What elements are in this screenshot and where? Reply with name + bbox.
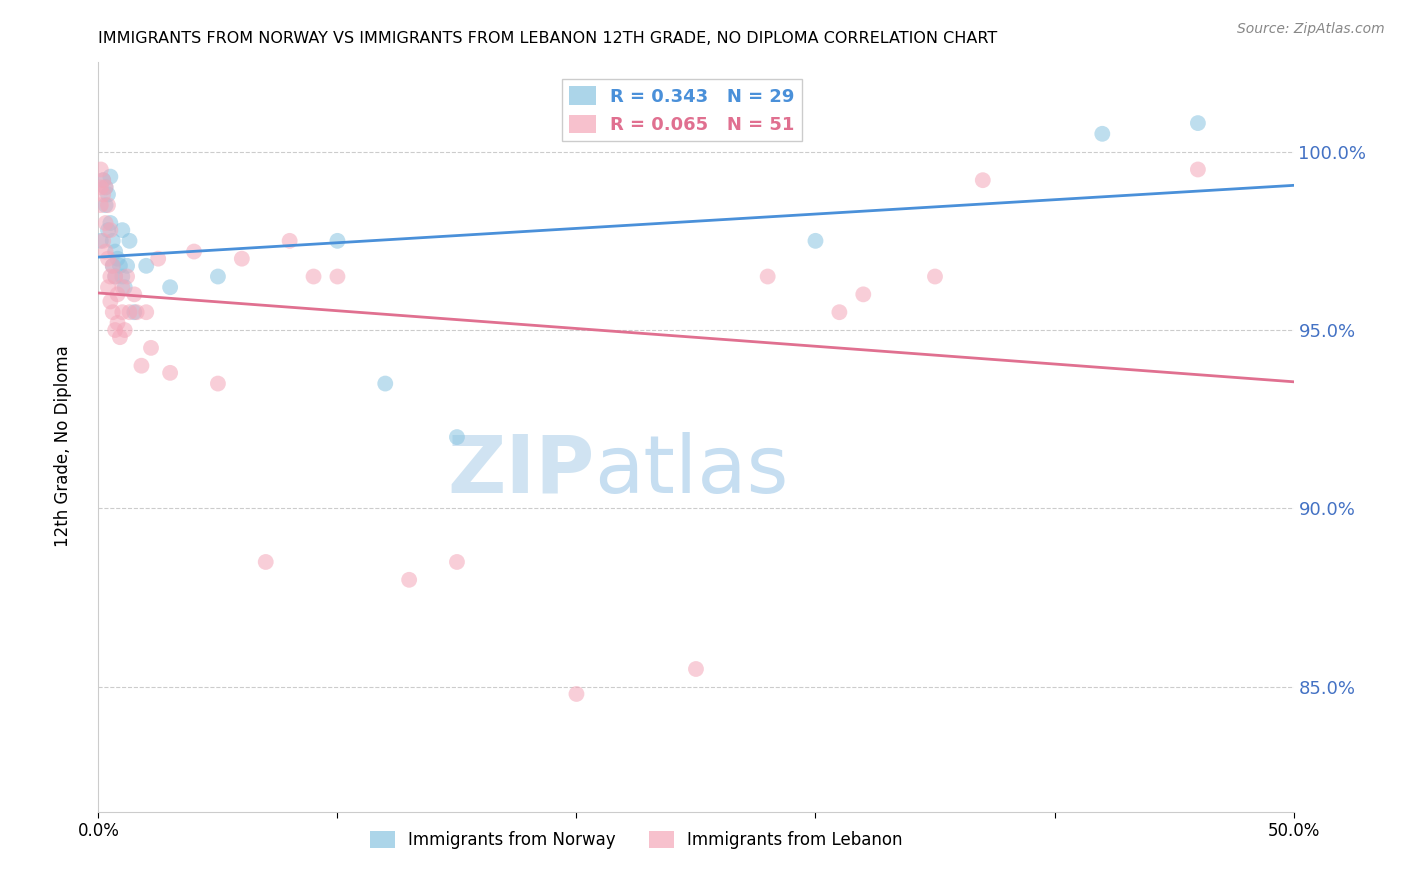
Point xyxy=(90,234,112,248)
Point xyxy=(104,323,127,337)
Point xyxy=(231,252,253,266)
Point xyxy=(91,173,114,187)
Point xyxy=(111,269,134,284)
Point xyxy=(374,376,396,391)
Point xyxy=(118,305,141,319)
Legend: Immigrants from Norway, Immigrants from Lebanon: Immigrants from Norway, Immigrants from … xyxy=(363,824,910,855)
Point xyxy=(94,244,117,259)
Point xyxy=(972,173,994,187)
Point xyxy=(90,180,112,194)
Point xyxy=(148,252,170,266)
Point xyxy=(756,269,779,284)
Point xyxy=(111,305,134,319)
Point xyxy=(101,259,124,273)
Point xyxy=(97,252,120,266)
Point xyxy=(326,269,349,284)
Point xyxy=(125,305,148,319)
Point xyxy=(159,366,181,380)
Point xyxy=(139,341,162,355)
Point xyxy=(114,280,136,294)
Point xyxy=(565,687,588,701)
Point xyxy=(101,259,124,273)
Point xyxy=(90,198,112,212)
Point xyxy=(94,180,117,194)
Point xyxy=(107,252,129,266)
Point xyxy=(159,280,181,294)
Point xyxy=(98,169,122,184)
Point xyxy=(446,555,468,569)
Point xyxy=(108,330,131,344)
Point xyxy=(278,234,301,248)
Point xyxy=(98,223,122,237)
Point xyxy=(115,269,138,284)
Text: 12th Grade, No Diploma: 12th Grade, No Diploma xyxy=(55,345,72,547)
Point xyxy=(111,280,134,294)
Point xyxy=(97,280,120,294)
Point xyxy=(804,234,827,248)
Point xyxy=(104,269,127,284)
Point xyxy=(685,662,707,676)
Point xyxy=(118,234,141,248)
Point xyxy=(302,269,325,284)
Point xyxy=(1091,127,1114,141)
Point xyxy=(97,198,120,212)
Point xyxy=(107,316,129,330)
Text: ZIP: ZIP xyxy=(447,432,595,510)
Point xyxy=(98,216,122,230)
Point xyxy=(101,305,124,319)
Point xyxy=(98,294,122,309)
Point xyxy=(924,269,946,284)
Text: Source: ZipAtlas.com: Source: ZipAtlas.com xyxy=(1237,22,1385,37)
Text: IMMIGRANTS FROM NORWAY VS IMMIGRANTS FROM LEBANON 12TH GRADE, NO DIPLOMA CORRELA: IMMIGRANTS FROM NORWAY VS IMMIGRANTS FRO… xyxy=(98,31,998,46)
Text: atlas: atlas xyxy=(595,432,789,510)
Point xyxy=(94,180,117,194)
Point xyxy=(104,244,127,259)
Point xyxy=(97,187,120,202)
Point xyxy=(254,555,277,569)
Point xyxy=(107,287,129,301)
Point xyxy=(91,234,114,248)
Point xyxy=(1187,116,1209,130)
Point xyxy=(124,305,146,319)
Point xyxy=(97,223,120,237)
Point xyxy=(1187,162,1209,177)
Point xyxy=(207,376,229,391)
Point xyxy=(104,269,127,284)
Point xyxy=(135,305,157,319)
Point xyxy=(94,198,117,212)
Point xyxy=(124,287,146,301)
Point xyxy=(91,187,114,202)
Point xyxy=(91,173,114,187)
Point xyxy=(131,359,153,373)
Point xyxy=(207,269,229,284)
Point xyxy=(446,430,468,444)
Point xyxy=(398,573,420,587)
Point xyxy=(115,259,138,273)
Point xyxy=(114,323,136,337)
Point xyxy=(111,223,134,237)
Point xyxy=(828,305,851,319)
Point xyxy=(108,259,131,273)
Point xyxy=(98,269,122,284)
Point xyxy=(183,244,205,259)
Point xyxy=(101,234,124,248)
Point xyxy=(326,234,349,248)
Point xyxy=(852,287,875,301)
Point xyxy=(94,216,117,230)
Point xyxy=(90,162,112,177)
Point xyxy=(135,259,157,273)
